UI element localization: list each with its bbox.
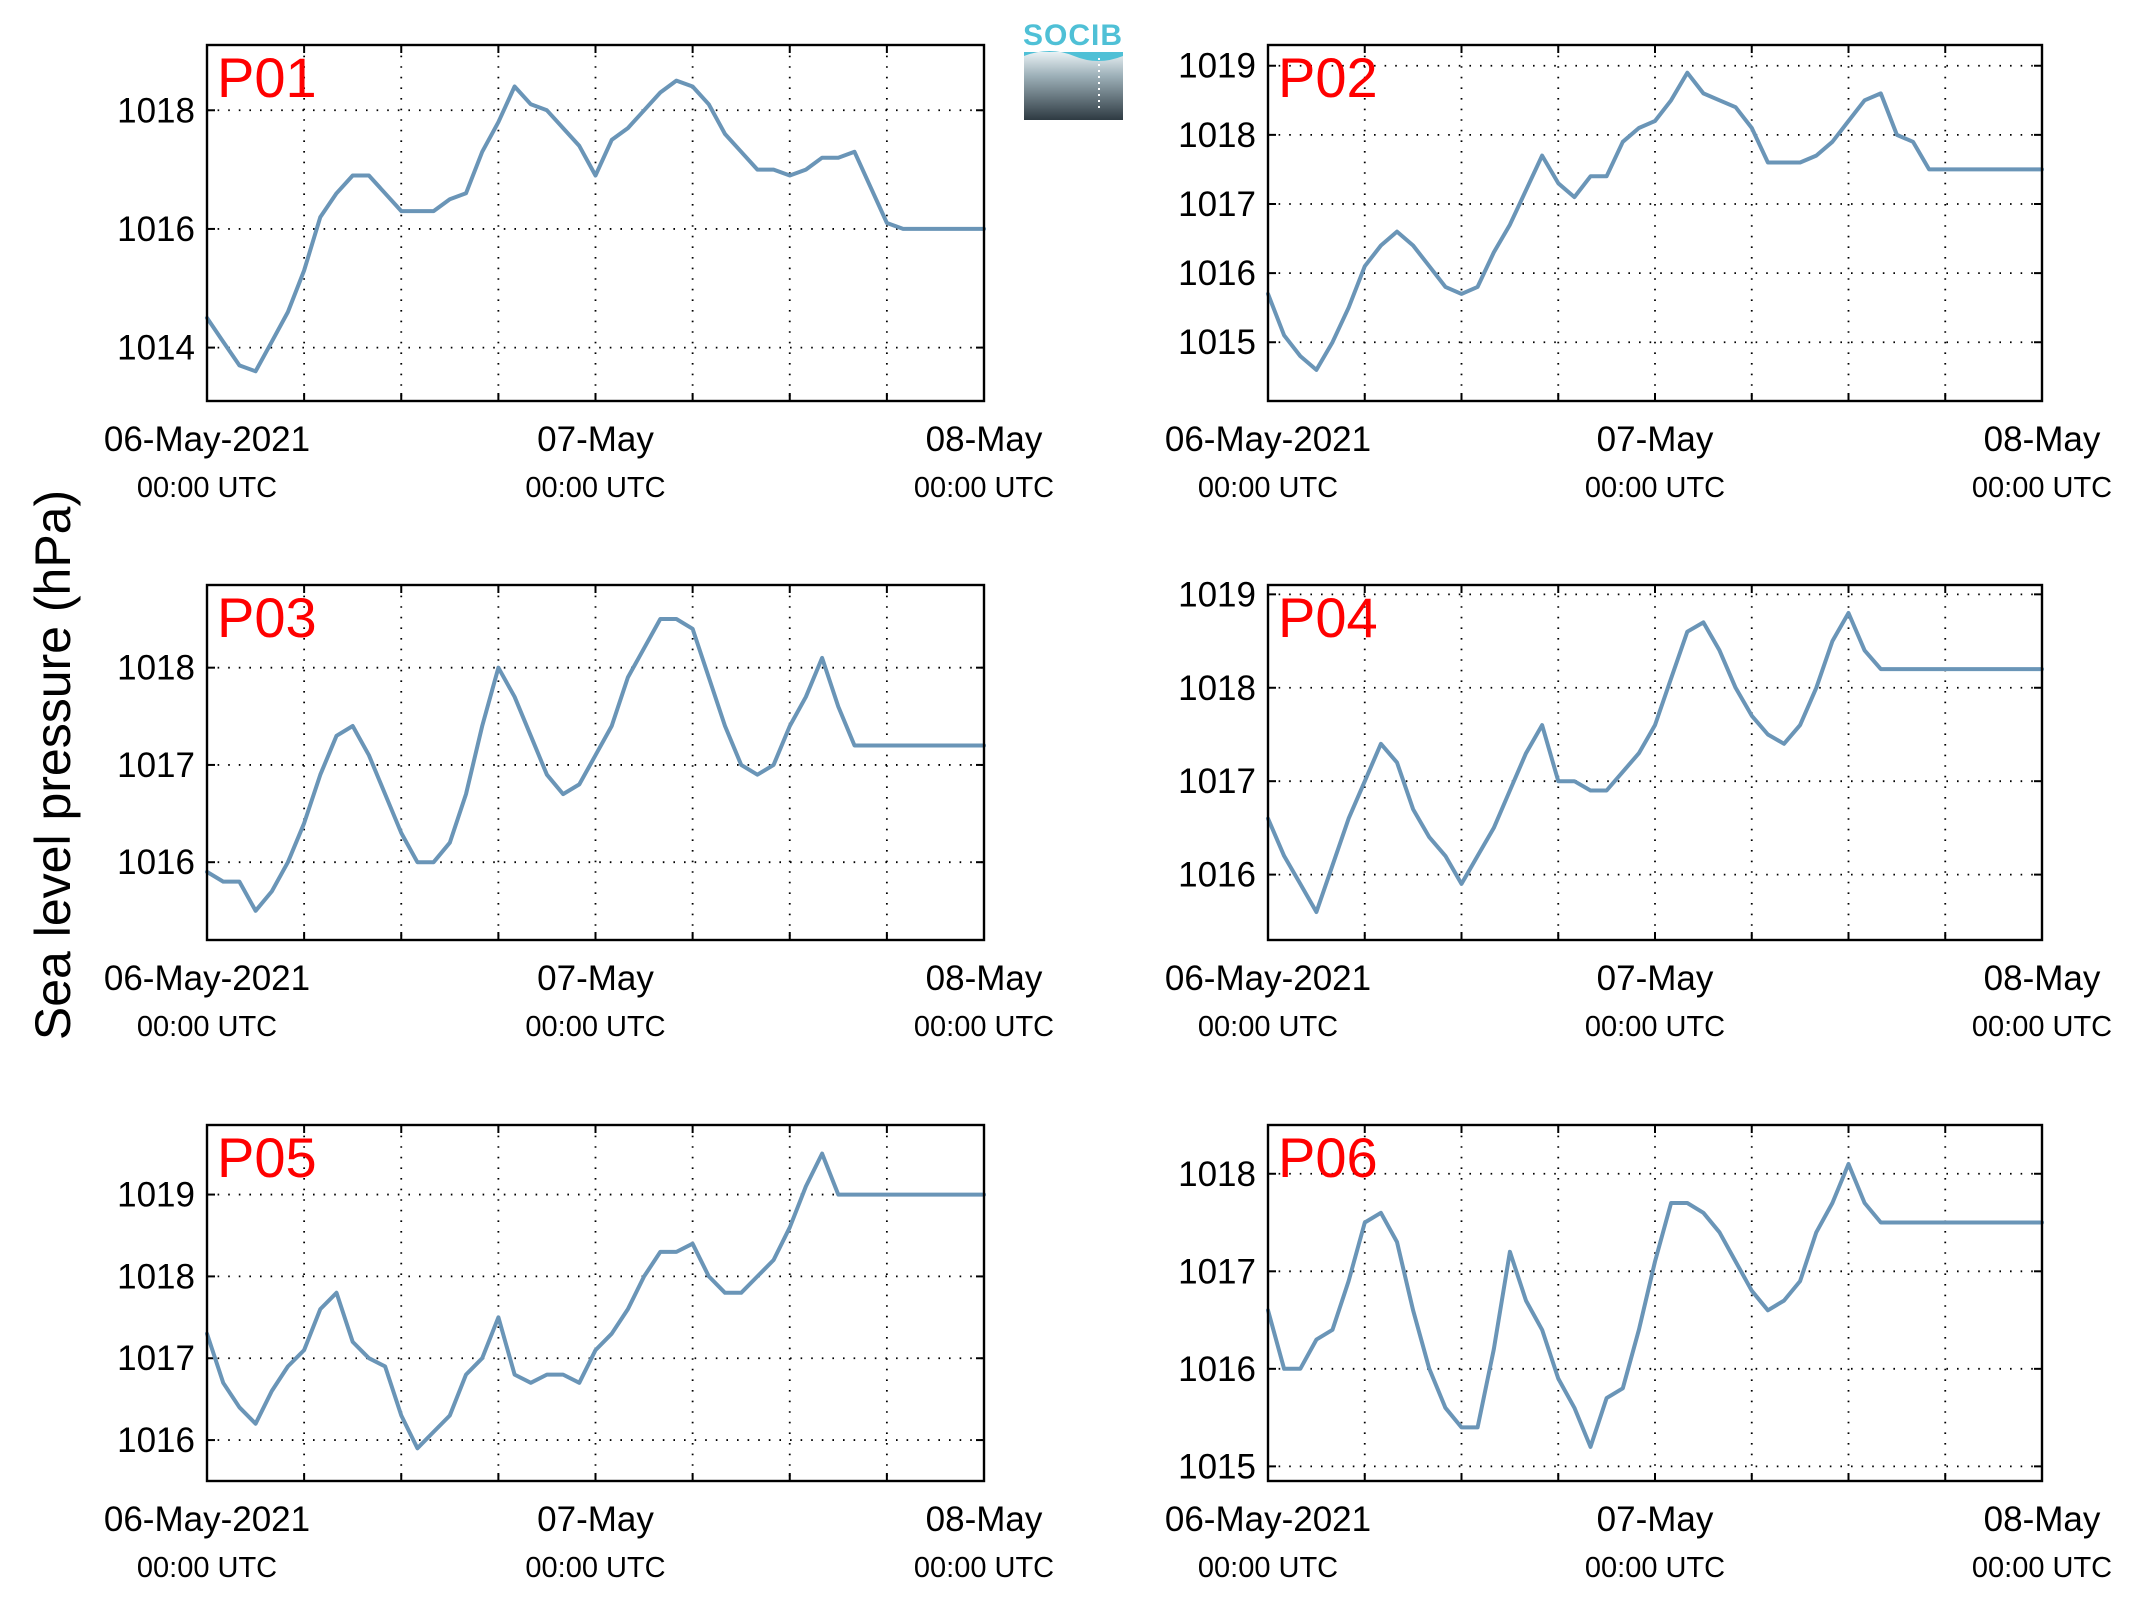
panel-p03: 1016 1017 1018 06-May-2021 00:00 UTC 07-May 00… <box>104 583 1054 1043</box>
x-tick-sublabel: 00:00 UTC <box>1198 472 1338 504</box>
y-tick-label: 1017 <box>1178 762 1256 801</box>
axes-frame <box>1266 43 2044 403</box>
x-tick-label: 06-May-2021 <box>104 420 310 459</box>
x-tick-label: 06-May-2021 <box>1165 959 1371 998</box>
x-tick-sublabel: 00:00 UTC <box>1198 1011 1338 1043</box>
logo-text: SOCIB <box>1023 19 1123 52</box>
x-tick-label: 07-May <box>1597 959 1714 998</box>
x-tick-label: 08-May <box>1984 1500 2101 1539</box>
y-tick-label: 1018 <box>1178 116 1256 155</box>
panel-label: P06 <box>1278 1126 1378 1189</box>
y-tick-label: 1015 <box>1178 323 1256 362</box>
y-tick-label: 1019 <box>1178 47 1256 86</box>
series-line <box>1266 70 2044 372</box>
axes-frame <box>205 1123 986 1483</box>
series-line <box>205 78 986 374</box>
panel-label: P02 <box>1278 46 1378 109</box>
socib-logo: SOCIB <box>1023 19 1123 120</box>
x-tick-label: 08-May <box>1984 959 2101 998</box>
x-tick-sublabel: 00:00 UTC <box>525 472 665 504</box>
panel-label: P05 <box>217 1126 317 1189</box>
x-tick-sublabel: 00:00 UTC <box>914 1011 1054 1043</box>
x-tick-label: 06-May-2021 <box>1165 1500 1371 1539</box>
y-tick-label: 1019 <box>1178 575 1256 614</box>
x-tick-sublabel: 00:00 UTC <box>1972 1552 2112 1584</box>
x-tick-label: 07-May <box>537 1500 654 1539</box>
x-tick-sublabel: 00:00 UTC <box>137 1552 277 1584</box>
x-tick-sublabel: 00:00 UTC <box>1585 1552 1725 1584</box>
y-axis-label: Sea level pressure (hPa) <box>25 490 81 1040</box>
x-tick-label: 06-May-2021 <box>104 1500 310 1539</box>
series-line <box>1266 611 2044 914</box>
y-tick-label: 1017 <box>117 746 195 785</box>
y-tick-label: 1016 <box>1178 254 1256 293</box>
x-tick-label: 06-May-2021 <box>104 959 310 998</box>
y-tick-label: 1018 <box>117 1257 195 1296</box>
x-tick-label: 07-May <box>1597 420 1714 459</box>
x-tick-label: 08-May <box>926 420 1043 459</box>
x-tick-sublabel: 00:00 UTC <box>1198 1552 1338 1584</box>
x-tick-label: 07-May <box>1597 1500 1714 1539</box>
axes-frame <box>1266 1123 2044 1483</box>
x-tick-sublabel: 00:00 UTC <box>1585 472 1725 504</box>
panel-p02: 1015 1016 1017 1018 1019 06-May-2021 00:00 UTC… <box>1165 43 2112 504</box>
x-tick-sublabel: 00:00 UTC <box>914 1552 1054 1584</box>
panel-p04: 1016 1017 1018 1019 06-May-2021 00:00 UTC 07-M… <box>1165 575 2112 1043</box>
x-tick-sublabel: 00:00 UTC <box>1972 1011 2112 1043</box>
panel-label: P04 <box>1278 586 1378 649</box>
y-tick-label: 1016 <box>117 1421 195 1460</box>
x-tick-sublabel: 00:00 UTC <box>914 472 1054 504</box>
y-tick-label: 1016 <box>1178 856 1256 895</box>
x-tick-label: 06-May-2021 <box>1165 420 1371 459</box>
x-tick-sublabel: 00:00 UTC <box>525 1552 665 1584</box>
y-tick-label: 1019 <box>117 1176 195 1215</box>
y-tick-label: 1016 <box>117 843 195 882</box>
x-tick-sublabel: 00:00 UTC <box>137 472 277 504</box>
y-tick-label: 1014 <box>117 329 195 368</box>
axes-frame <box>1266 583 2044 942</box>
x-tick-label: 08-May <box>926 1500 1043 1539</box>
y-tick-label: 1017 <box>117 1339 195 1378</box>
panel-p01: 1014 1016 1018 06-May-2021 00:00 UTC 07-May 00… <box>104 43 1054 504</box>
panel-label: P03 <box>217 586 317 649</box>
x-tick-label: 08-May <box>1984 420 2101 459</box>
y-tick-label: 1018 <box>1178 1155 1256 1194</box>
y-tick-label: 1017 <box>1178 185 1256 224</box>
panel-p05: 1016 1017 1018 1019 06-May-2021 00:00 UTC 07-M… <box>104 1123 1054 1584</box>
y-tick-label: 1016 <box>117 210 195 249</box>
axes-frame <box>205 43 986 403</box>
panel-label: P01 <box>217 46 317 109</box>
x-tick-sublabel: 00:00 UTC <box>1585 1011 1725 1043</box>
series-line <box>205 1151 986 1451</box>
y-tick-label: 1018 <box>1178 669 1256 708</box>
panel-p06: 1015 1016 1017 1018 06-May-2021 00:00 UTC 07-M… <box>1165 1123 2112 1584</box>
x-tick-sublabel: 00:00 UTC <box>525 1011 665 1043</box>
axes-frame <box>205 583 986 942</box>
series-line <box>1266 1162 2044 1449</box>
x-tick-sublabel: 00:00 UTC <box>137 1011 277 1043</box>
x-tick-label: 07-May <box>537 959 654 998</box>
x-tick-sublabel: 00:00 UTC <box>1972 472 2112 504</box>
y-tick-label: 1016 <box>1178 1350 1256 1389</box>
y-tick-label: 1018 <box>117 649 195 688</box>
x-tick-label: 07-May <box>537 420 654 459</box>
series-line <box>205 617 986 913</box>
y-tick-label: 1018 <box>117 91 195 130</box>
x-tick-label: 08-May <box>926 959 1043 998</box>
y-tick-label: 1015 <box>1178 1447 1256 1486</box>
y-tick-label: 1017 <box>1178 1252 1256 1291</box>
